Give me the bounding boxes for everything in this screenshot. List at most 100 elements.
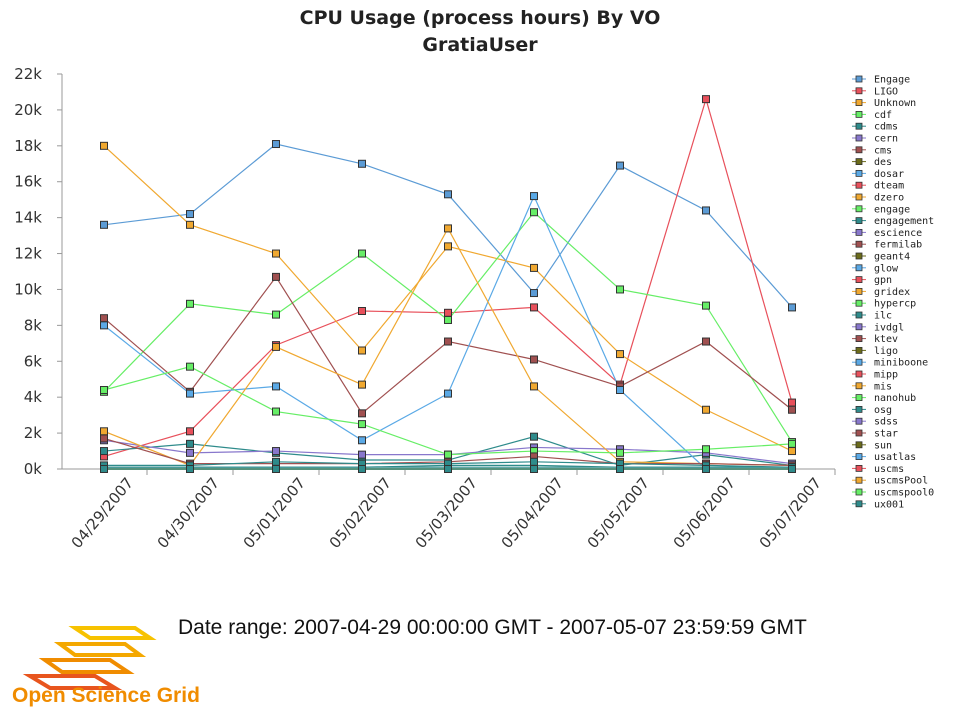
y-tick-label: 4k <box>24 388 43 406</box>
legend-marker <box>855 429 863 437</box>
data-point-cdf <box>702 301 710 310</box>
data-point-ligo <box>702 95 710 104</box>
data-point-dosar <box>616 386 624 394</box>
data-point-engage <box>444 450 452 459</box>
data-point-fermilab <box>100 434 108 443</box>
legend-label: escience <box>874 228 922 239</box>
legend-marker <box>855 370 863 378</box>
osg-logo-text: Open Science Grid <box>12 684 200 707</box>
series-points <box>100 95 796 473</box>
data-point-dosar <box>530 192 538 201</box>
legend-marker <box>855 394 863 402</box>
x-tick-label: 05/04/2007 <box>498 474 567 552</box>
data-point-unknown <box>616 350 624 359</box>
data-point-engage <box>616 161 624 170</box>
osg-logo-icon <box>22 626 157 690</box>
data-point-dosar <box>100 321 108 330</box>
data-point-engage <box>530 289 538 298</box>
legend-marker <box>855 382 863 390</box>
data-point-osg <box>272 457 280 466</box>
data-point-unknown <box>100 141 108 150</box>
series-line-dzero <box>103 227 793 467</box>
cpu-usage-chart: CPU Usage (process hours) By VO GratiaUs… <box>14 7 934 552</box>
data-point-engage <box>702 445 710 454</box>
data-point-cms <box>788 405 796 414</box>
legend-label: mis <box>874 381 892 392</box>
data-point-ux001 <box>788 465 796 473</box>
data-point-ux001 <box>530 465 538 473</box>
chart-legend: EngageLIGOUnknowncdfcdmscerncmsdesdosard… <box>852 75 934 510</box>
series-line-ligo <box>103 96 793 458</box>
data-point-cdms <box>530 432 538 441</box>
data-point-unknown <box>272 249 280 258</box>
data-point-cdms <box>100 447 108 456</box>
legend-label: cms <box>874 145 892 156</box>
data-point-ligo <box>444 308 452 317</box>
legend-marker <box>855 252 863 260</box>
data-point-unknown <box>444 242 452 251</box>
data-point-cdf <box>186 299 194 308</box>
data-point-ligo <box>788 398 796 407</box>
data-point-osg <box>530 457 538 466</box>
legend-label: uscmspool0 <box>874 488 934 499</box>
data-point-cdf <box>272 310 280 319</box>
legend-label: dosar <box>874 169 904 180</box>
legend-marker <box>855 358 863 366</box>
y-tick-label: 22k <box>14 65 42 83</box>
data-point-unknown <box>358 346 366 355</box>
legend-label: Unknown <box>874 98 916 109</box>
data-point-ux001 <box>100 465 108 473</box>
data-point-engage <box>358 159 366 168</box>
legend-label: des <box>874 157 892 168</box>
legend-marker <box>855 193 863 201</box>
data-point-ligo <box>186 427 194 436</box>
legend-marker <box>855 417 863 425</box>
legend-marker <box>855 276 863 284</box>
data-point-cern <box>186 448 194 457</box>
legend-label: geant4 <box>874 252 910 263</box>
y-tick-label: 0k <box>24 460 43 478</box>
data-point-engage <box>100 220 108 229</box>
legend-marker <box>855 158 863 166</box>
legend-marker <box>855 346 863 354</box>
data-point-cdf <box>530 208 538 217</box>
legend-label: miniboone <box>874 358 928 369</box>
legend-label: nanohub <box>874 393 916 404</box>
legend-marker <box>855 488 863 496</box>
legend-marker <box>855 323 863 331</box>
data-point-ux001 <box>702 465 710 473</box>
legend-label: ktev <box>874 334 898 345</box>
data-point-dosar <box>444 389 452 398</box>
data-point-ux001 <box>444 465 452 473</box>
legend-label: cern <box>874 134 898 145</box>
legend-marker <box>855 181 863 189</box>
legend-marker <box>855 169 863 177</box>
legend-label: osg <box>874 405 892 416</box>
series-lines <box>103 96 793 470</box>
data-point-engage <box>272 140 280 149</box>
legend-label: Engage <box>874 75 910 86</box>
x-tick-label: 05/03/2007 <box>412 474 481 552</box>
legend-label: ux001 <box>874 499 904 510</box>
data-point-engage <box>186 210 194 219</box>
y-tick-label: 6k <box>24 352 43 370</box>
chart-axes: 0k 2k 4k 6k 8k 10k 12k 14k 16k 18k 20k 22k 04/29/200… <box>14 65 836 552</box>
legend-marker <box>855 87 863 95</box>
x-tick-label: 04/29/2007 <box>68 474 137 552</box>
legend-marker <box>855 441 863 449</box>
data-point-engage <box>186 362 194 371</box>
legend-label: uscms <box>874 464 904 475</box>
data-point-engage <box>444 190 452 199</box>
legend-marker <box>855 311 863 319</box>
legend-label: ilc <box>874 311 892 322</box>
legend-label: engagement <box>874 216 934 227</box>
x-tick-label: 05/07/2007 <box>756 474 825 552</box>
data-point-ligo <box>530 303 538 312</box>
data-point-engage <box>702 206 710 215</box>
date-range-label: Date range: 2007-04-29 00:00:00 GMT - 20… <box>178 616 807 639</box>
legend-label: hypercp <box>874 299 916 310</box>
data-point-dzero <box>272 342 280 351</box>
data-point-cdms <box>186 439 194 448</box>
data-point-dzero <box>100 427 108 436</box>
legend-label: ligo <box>874 346 898 357</box>
